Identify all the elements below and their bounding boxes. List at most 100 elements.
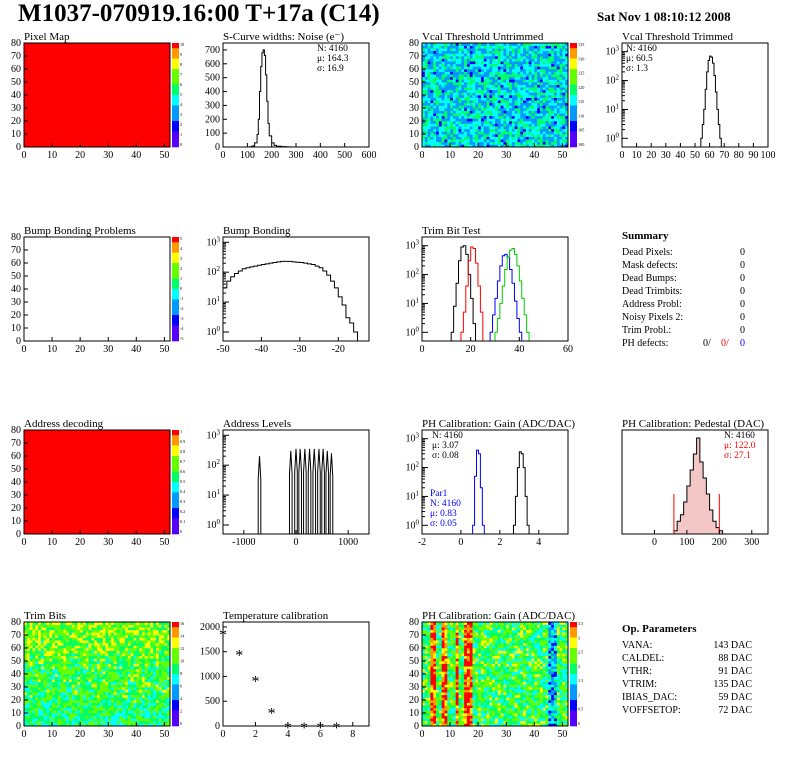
histogram-series-0 xyxy=(450,245,478,342)
heatmap-cell xyxy=(523,63,527,67)
heatmap-cell xyxy=(71,642,75,646)
heatmap-cell xyxy=(514,102,518,106)
heatmap-cell xyxy=(99,632,103,636)
address-peak xyxy=(325,450,330,534)
heatmap-cell xyxy=(537,69,541,72)
heatmap-cell xyxy=(545,105,549,109)
heatmap-cell xyxy=(85,687,89,690)
heatmap-cell xyxy=(125,692,129,696)
heatmap-cell xyxy=(520,723,524,727)
colorbar-segment xyxy=(172,663,179,670)
heatmap-cell xyxy=(562,43,566,46)
heatmap-cell xyxy=(500,720,504,724)
heatmap-cell xyxy=(455,723,459,727)
heatmap-cell xyxy=(427,92,431,96)
heatmap-cell xyxy=(113,707,117,711)
heatmap-cell xyxy=(63,710,67,714)
heatmap-cell xyxy=(80,681,84,685)
heatmap-cell xyxy=(116,681,120,685)
colorbar-segment xyxy=(172,492,179,498)
heatmap-cell xyxy=(450,95,454,98)
heatmap-cell xyxy=(52,718,56,722)
colorbar-segment xyxy=(172,84,179,91)
heatmap-cell xyxy=(511,136,515,140)
heatmap-cell xyxy=(438,105,442,109)
heatmap-cell xyxy=(565,63,569,67)
heatmap-cell xyxy=(108,629,112,633)
heatmap-cell xyxy=(472,48,476,52)
heatmap-cell xyxy=(127,684,131,688)
colorbar-segment xyxy=(172,461,179,467)
heatmap-cell xyxy=(105,622,109,625)
heatmap-cell xyxy=(464,74,468,78)
heatmap-cell xyxy=(164,658,168,662)
heatmap-cell xyxy=(108,697,112,701)
heatmap-cell xyxy=(113,718,117,722)
heatmap-cell xyxy=(102,681,106,685)
heatmap-cell xyxy=(506,113,510,117)
heatmap-cell xyxy=(77,640,81,644)
heatmap-cell xyxy=(438,121,442,124)
heatmap-cell xyxy=(102,640,106,644)
heatmap-cell xyxy=(35,697,39,701)
heatmap-cell xyxy=(509,61,513,65)
heatmap-cell xyxy=(433,102,437,106)
heatmap-cell xyxy=(503,97,507,101)
colorbar-segment xyxy=(172,309,179,316)
heatmap-cell xyxy=(503,102,507,106)
heatmap-cell xyxy=(469,123,473,127)
heatmap-cell xyxy=(545,121,549,124)
heatmap-cell xyxy=(424,56,428,59)
address-peak xyxy=(317,448,321,534)
heatmap-cell xyxy=(534,100,538,104)
colorbar-label: 3 xyxy=(180,112,182,117)
heatmap-cell xyxy=(164,697,168,701)
x-tick-label: 50 xyxy=(159,729,169,740)
heatmap-cell xyxy=(164,684,168,688)
heatmap-cell xyxy=(82,705,87,709)
heatmap-cell xyxy=(91,655,95,659)
heatmap-cell xyxy=(562,105,566,109)
heatmap-cell xyxy=(480,115,485,119)
heatmap-cell xyxy=(66,627,70,631)
heatmap-cell xyxy=(509,720,513,724)
heatmap-cell xyxy=(35,689,39,693)
heatmap-cell xyxy=(24,642,28,646)
heatmap-cell xyxy=(46,637,50,641)
heatmap-cell xyxy=(161,720,165,724)
heatmap-cell xyxy=(430,720,434,724)
heatmap-cell xyxy=(167,658,171,662)
heatmap-cell xyxy=(68,650,73,654)
heatmap-cell xyxy=(136,679,140,683)
heatmap-cell xyxy=(167,666,171,670)
heatmap-cell xyxy=(32,687,36,690)
heatmap-cell xyxy=(122,697,126,701)
heatmap-cell xyxy=(57,700,61,703)
heatmap-cell xyxy=(74,632,78,636)
heatmap-cell xyxy=(548,56,552,59)
heatmap-cell xyxy=(43,681,47,685)
heatmap-cell xyxy=(525,134,529,137)
heatmap-cell xyxy=(495,43,499,46)
y-tick-label: 600 xyxy=(205,59,220,70)
heatmap-cell xyxy=(29,622,33,625)
heatmap-cell xyxy=(125,705,129,709)
heatmap-cell xyxy=(542,723,546,727)
heatmap-cell xyxy=(523,56,527,59)
heatmap-cell xyxy=(511,110,515,114)
heatmap-cell xyxy=(534,718,538,722)
heatmap-cell xyxy=(545,71,549,75)
heatmap-cell xyxy=(553,723,558,727)
heatmap-cell xyxy=(466,79,471,83)
heatmap-cell xyxy=(422,139,426,143)
heatmap-cell xyxy=(97,681,101,685)
heatmap-cell xyxy=(102,650,106,654)
heatmap-cell xyxy=(480,113,485,117)
colorbar-label: 0 xyxy=(180,721,182,726)
scatter-point: * xyxy=(316,720,324,737)
colorbar-label: -1 xyxy=(180,296,184,301)
heatmap-cell xyxy=(553,126,558,130)
heatmap-cell xyxy=(85,622,89,625)
heatmap-cell xyxy=(71,700,75,703)
heatmap-cell xyxy=(88,723,92,727)
